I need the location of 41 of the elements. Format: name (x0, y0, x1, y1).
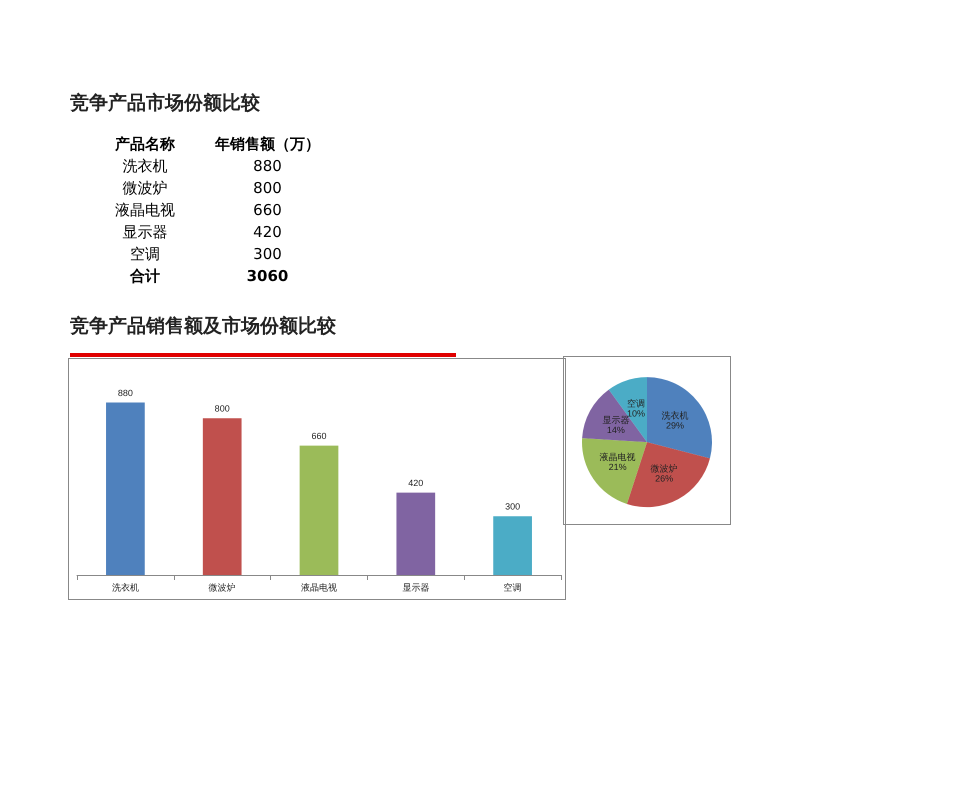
text: 300 (252, 244, 283, 265)
slice-label: 液晶电视 (600, 452, 636, 462)
text: 液晶电视 (114, 200, 176, 220)
text: 合计 (128, 266, 161, 286)
text: 产品名称 (114, 134, 176, 154)
bar (106, 402, 145, 575)
bar (202, 418, 242, 575)
bar (396, 492, 436, 575)
text: 洗衣机 (122, 156, 168, 176)
chart-title: 竞争产品销售额及市场份额比较 (70, 313, 456, 357)
data-label: 10% (627, 408, 646, 418)
text: 800 (252, 178, 283, 199)
text: 微波炉 (122, 178, 168, 198)
text: 3060 (246, 266, 290, 287)
x-tick-label: 洗衣机 (112, 582, 139, 592)
data-label: 660 (311, 431, 327, 442)
text: 880 (252, 156, 283, 177)
text: 660 (252, 200, 283, 221)
text: 年销售额（万） (214, 134, 321, 154)
x-tick-label: 液晶电视 (301, 582, 337, 592)
data-label: 29% (666, 420, 684, 430)
text: 空调 (129, 244, 161, 264)
slice-label: 空调 (627, 398, 646, 408)
bar (493, 516, 532, 575)
slice-label: 洗衣机 (662, 410, 689, 420)
text: 显示器 (122, 222, 168, 242)
data-label: 880 (118, 388, 133, 398)
x-tick-label: 空调 (504, 582, 522, 592)
bar (300, 446, 338, 575)
data-label: 420 (408, 478, 424, 488)
data-label: 21% (608, 462, 627, 472)
text: 竞争产品市场份额比较 (70, 91, 260, 116)
text: 420 (252, 222, 283, 243)
data-label: 14% (606, 425, 625, 436)
data-label: 26% (655, 473, 674, 484)
slice-label: 显示器 (602, 415, 630, 426)
x-tick-label: 微波炉 (208, 582, 236, 592)
x-tick-label: 显示器 (402, 582, 430, 592)
data-label: 800 (214, 404, 230, 414)
slice-label: 微波炉 (650, 463, 678, 474)
data-label: 300 (505, 502, 520, 512)
